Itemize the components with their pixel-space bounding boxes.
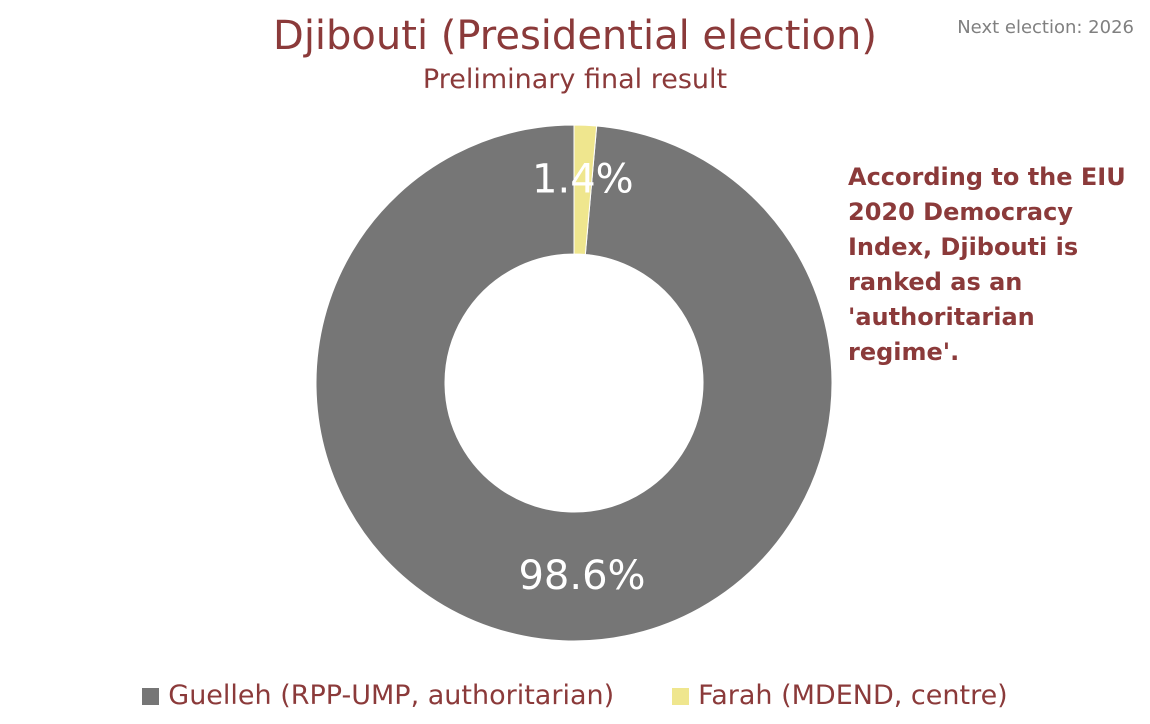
donut-data-label-0: 98.6% (518, 553, 645, 599)
legend-swatch-guelleh (142, 687, 160, 705)
chart-title: Djibouti (Presidential election) (273, 13, 877, 59)
legend: Guelleh (RPP-UMP, authoritarian) Farah (… (0, 674, 1150, 718)
donut-data-labels: 98.6% 1.4% (518, 157, 645, 599)
legend-label-guelleh: Guelleh (RPP-UMP, authoritarian) (168, 680, 615, 711)
chart-subtitle: Preliminary final result (422, 64, 728, 95)
legend-label-farah: Farah (MDEND, centre) (698, 680, 1008, 711)
legend-item-farah: Farah (MDEND, centre) (672, 678, 1008, 714)
donut-data-label-1: 1.4% (532, 157, 634, 203)
democracy-index-annotation: According to the EIU 2020 Democracy Inde… (848, 163, 1126, 366)
donut-slice-1 (573, 124, 598, 256)
donut-slices (315, 124, 833, 642)
legend-swatch-farah (672, 687, 690, 705)
next-election-note: Next election: 2026 (957, 17, 1134, 38)
legend-item-guelleh: Guelleh (RPP-UMP, authoritarian) (142, 678, 614, 714)
donut-slice-0 (315, 124, 833, 642)
